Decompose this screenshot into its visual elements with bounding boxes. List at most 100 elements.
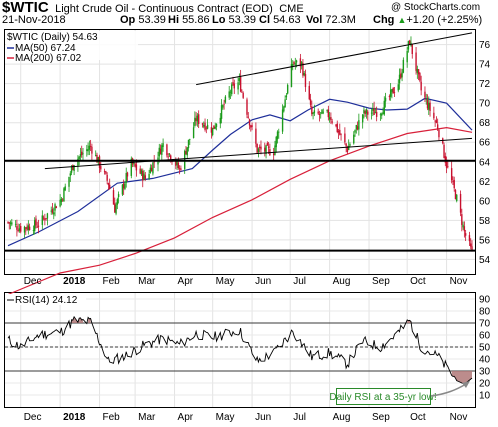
candle-body-65: [122, 183, 125, 189]
change-group: Chg ▲+1.20 (+2.25%): [373, 14, 483, 26]
rsi-xtick-Oct: Oct: [410, 412, 426, 423]
candle-body-250: [452, 180, 454, 182]
candle-body-233: [420, 81, 422, 91]
candle-body-62: [116, 199, 119, 205]
candle-body-211: [382, 112, 384, 115]
candle-body-39: [77, 158, 79, 166]
candle-body-202: [365, 109, 368, 114]
candle-body-140: [256, 143, 258, 153]
candle-body-75: [140, 170, 143, 175]
candle-body-50: [96, 154, 98, 163]
candle-body-58: [108, 184, 111, 189]
price-tick-66: 66: [479, 138, 491, 149]
candle-body-78: [144, 175, 146, 179]
candle-body-87: [161, 145, 163, 155]
candle-body-221: [400, 73, 402, 78]
candle-body-243: [438, 129, 440, 138]
ma200-series: [7, 126, 473, 296]
candle-body-229: [415, 52, 417, 71]
candle-body-94: [175, 160, 177, 166]
candle-body-261: [471, 246, 473, 250]
candle-body-237: [428, 102, 430, 110]
rsi-xtick-Mar: Mar: [138, 412, 156, 423]
candle-body-204: [370, 112, 373, 114]
candle-body-152: [276, 131, 279, 140]
candle-body-190: [345, 143, 347, 147]
rsi-xtick-Dec: Dec: [24, 412, 42, 423]
candle-body-64: [121, 184, 124, 195]
candle-body-133: [242, 93, 244, 98]
description: Light Crude Oil - Continuous Contract (E…: [55, 3, 273, 15]
rsi-tick-30: 30: [479, 367, 491, 378]
candle-body-200: [363, 109, 365, 114]
candle-body-183: [331, 121, 333, 123]
candle-body-107: [196, 115, 199, 122]
price-xtick-Mar: Mar: [138, 276, 156, 287]
candle-body-76: [142, 170, 144, 181]
legend-ma50: MA(50) 67.24: [15, 43, 76, 54]
candle-body-206: [373, 108, 375, 115]
rsi-xtick-Nov: Nov: [450, 412, 468, 423]
price-xtick-Feb: Feb: [103, 276, 121, 287]
candle-body-71: [133, 162, 135, 164]
candle-body-129: [237, 82, 239, 90]
candle-body-2: [9, 222, 12, 224]
candle-body-163: [295, 60, 298, 63]
candle-body-216: [391, 89, 393, 92]
candle-body-81: [150, 167, 153, 172]
candle-body-254: [459, 193, 462, 213]
candle-body-249: [450, 168, 453, 181]
candle-body-30: [60, 198, 63, 203]
ma50-line: [7, 97, 473, 247]
candle-body-74: [139, 168, 141, 174]
rsi-xtick-Sep: Sep: [372, 412, 390, 423]
close-group: Cl 54.63: [259, 14, 301, 26]
candle-body-32: [63, 188, 65, 202]
candle-body-158: [286, 84, 289, 94]
volume-group: Vol 72.3M: [306, 14, 356, 26]
candle-body-59: [112, 190, 115, 205]
candle-body-252: [454, 190, 457, 200]
candle-body-126: [231, 84, 233, 95]
candle-body-138: [251, 125, 253, 127]
candle-body-144: [264, 147, 266, 152]
candle-body-35: [69, 173, 71, 176]
candle-body-165: [300, 62, 303, 65]
candle-body-0: [7, 221, 9, 223]
candle-body-168: [304, 73, 307, 88]
candle-body-113: [206, 124, 209, 129]
candle-body-180: [327, 109, 330, 118]
candle-body-199: [361, 114, 364, 123]
candle-body-228: [411, 44, 413, 54]
ma200-line: [7, 126, 473, 296]
candle-body-63: [117, 194, 120, 198]
candle-body-214: [388, 96, 391, 97]
candle-body-137: [250, 125, 252, 128]
rsi-tick-20: 20: [479, 379, 491, 390]
candle-body-41: [79, 154, 82, 157]
candle-body-232: [419, 73, 421, 81]
candle-body-248: [447, 166, 449, 168]
candle-body-179: [326, 110, 328, 111]
candle-body-130: [238, 78, 241, 82]
candle-body-251: [453, 179, 455, 189]
header-row-1: $WTIC Light Crude Oil - Continuous Contr…: [2, 0, 304, 17]
candle-body-185: [336, 123, 338, 133]
candle-body-79: [148, 173, 150, 179]
candle-body-201: [364, 111, 366, 114]
rsi-oversold-fill: [451, 371, 472, 385]
candle-body-169: [308, 85, 310, 100]
axis-labels: 54 56 58 60 62 64 66 68 70 72 74 76 Dec Dec 2018 2018 Fe…: [24, 40, 491, 423]
candle-body-245: [443, 144, 445, 158]
candle-body-171: [311, 106, 313, 115]
rsi-panel-frame: [4, 292, 476, 408]
candle-body-117: [214, 126, 216, 129]
rsi-tick-80: 80: [479, 307, 491, 318]
open-group: Op 53.39: [120, 14, 166, 26]
header-row-2: 21-Nov-2018 Op 53.39 Hi 55.86 Lo 53.39 C…: [2, 14, 496, 26]
candle-body-102: [187, 139, 190, 149]
rsi-xtick-Jun: Jun: [255, 412, 271, 423]
candle-body-97: [178, 168, 181, 170]
candle-body-177: [321, 109, 323, 114]
rsi-xtick-Jul: Jul: [293, 412, 306, 423]
